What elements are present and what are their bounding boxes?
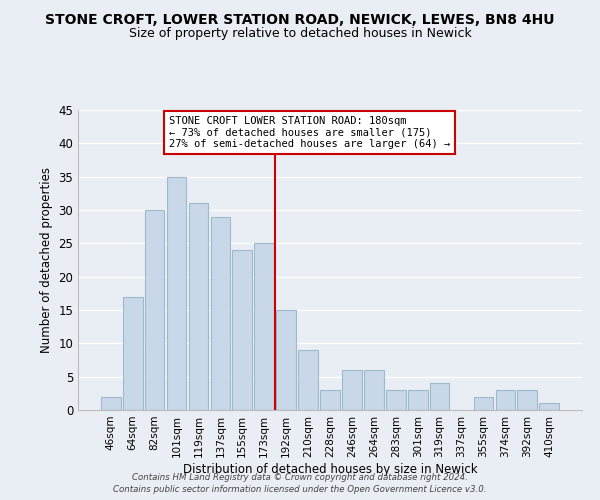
Bar bbox=[101, 396, 121, 410]
Text: Contains public sector information licensed under the Open Government Licence v3: Contains public sector information licen… bbox=[113, 484, 487, 494]
Bar bbox=[320, 390, 340, 410]
Bar bbox=[386, 390, 406, 410]
Bar bbox=[188, 204, 208, 410]
Bar bbox=[517, 390, 537, 410]
Text: Contains HM Land Registry data © Crown copyright and database right 2024.: Contains HM Land Registry data © Crown c… bbox=[132, 473, 468, 482]
Bar bbox=[342, 370, 362, 410]
X-axis label: Distribution of detached houses by size in Newick: Distribution of detached houses by size … bbox=[182, 462, 478, 475]
Bar bbox=[276, 310, 296, 410]
Bar bbox=[473, 396, 493, 410]
Text: Size of property relative to detached houses in Newick: Size of property relative to detached ho… bbox=[128, 28, 472, 40]
Bar bbox=[430, 384, 449, 410]
Bar bbox=[123, 296, 143, 410]
Bar bbox=[496, 390, 515, 410]
Bar bbox=[364, 370, 384, 410]
Bar bbox=[408, 390, 428, 410]
Y-axis label: Number of detached properties: Number of detached properties bbox=[40, 167, 53, 353]
Bar bbox=[211, 216, 230, 410]
Bar bbox=[298, 350, 318, 410]
Text: STONE CROFT, LOWER STATION ROAD, NEWICK, LEWES, BN8 4HU: STONE CROFT, LOWER STATION ROAD, NEWICK,… bbox=[45, 12, 555, 26]
Text: STONE CROFT LOWER STATION ROAD: 180sqm
← 73% of detached houses are smaller (175: STONE CROFT LOWER STATION ROAD: 180sqm ←… bbox=[169, 116, 450, 149]
Bar bbox=[167, 176, 187, 410]
Bar bbox=[539, 404, 559, 410]
Bar bbox=[145, 210, 164, 410]
Bar bbox=[254, 244, 274, 410]
Bar bbox=[232, 250, 252, 410]
